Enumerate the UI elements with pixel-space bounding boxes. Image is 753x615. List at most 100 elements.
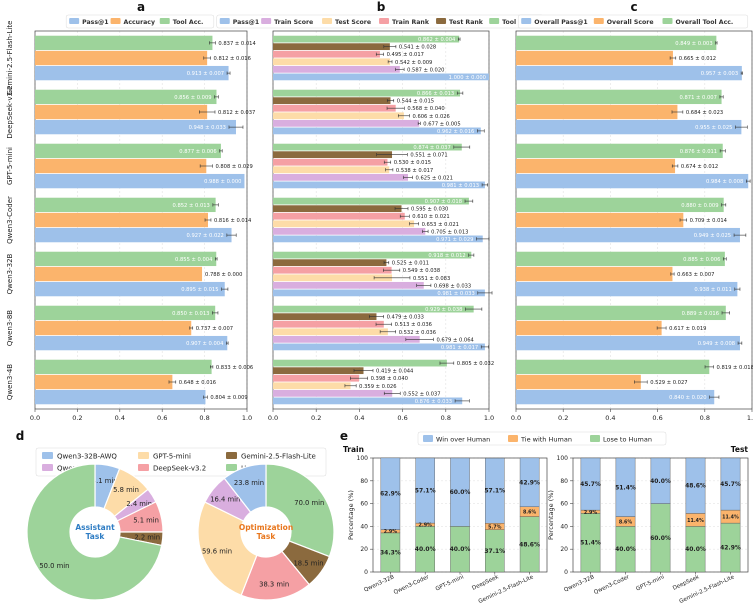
legend-swatch (42, 464, 53, 471)
x-tick-label: 0.2 (311, 414, 321, 422)
legend-label: Gemini-2.5-Flash-Lite (241, 453, 316, 461)
x-tick-label: 0.8 (441, 414, 451, 422)
legend: Pass@1 Train Score Test Score Train Rank Tes… (216, 14, 544, 29)
data-label: 34.3% (380, 549, 401, 556)
bar (35, 143, 221, 159)
x-tick-label: Qwen3-Coder (593, 574, 631, 596)
bar (516, 251, 725, 267)
data-label: 0.568 ± 0.040 (407, 106, 444, 112)
data-label: 0.419 ± 0.044 (376, 369, 414, 375)
data-label: 40.0% (450, 546, 471, 553)
subplot: Train 0 20 40 60 80 100 Percentage (%) 34.3% 2.9%… (343, 445, 548, 605)
data-label: 0.840 ± 0.020 (669, 395, 706, 401)
bar (273, 320, 384, 328)
data-label: 0.525 ± 0.011 (392, 261, 429, 267)
legend-swatch (436, 18, 447, 24)
data-label: 60.0% (450, 489, 471, 496)
bar (516, 143, 723, 159)
data-label: 0.938 ± 0.011 (694, 287, 731, 293)
x-tick-label: 1.0 (242, 414, 252, 422)
legend-swatch (590, 435, 600, 442)
data-label: 0.880 ± 0.009 (681, 203, 718, 209)
slice-label: 59.6 min (202, 547, 232, 555)
legend-label: Tool Acc. (502, 19, 533, 26)
slice-label: 23.8 min (234, 479, 264, 487)
bar (273, 35, 460, 43)
data-label: 0.541 ± 0.028 (399, 45, 436, 51)
legend-swatch (159, 18, 170, 24)
data-label: 0.551 ± 0.083 (413, 276, 450, 282)
bar (273, 65, 400, 73)
data-label: 62.9% (380, 491, 401, 498)
legend-label: Accuracy (124, 19, 155, 26)
panel-letter: d (16, 429, 25, 443)
bar-win (380, 457, 401, 530)
bar (273, 212, 405, 220)
bar (35, 320, 192, 336)
x-tick-label: 0.6 (157, 414, 167, 422)
data-label: 0.788 ± 0.000 (205, 272, 242, 278)
data-label: 0.551 ± 0.071 (410, 153, 447, 159)
data-label: 0.359 ± 0.026 (359, 384, 396, 390)
data-label: 0.398 ± 0.040 (371, 376, 408, 382)
y-tick-label: 0 (364, 569, 368, 576)
legend-label: Pass@1 (233, 18, 259, 26)
x-tick-label: 0.0 (268, 414, 278, 422)
y-tick-label: Qwen3-4B (6, 364, 14, 400)
slice-label: 18.5 min (293, 559, 323, 567)
data-label: 0.530 ± 0.015 (394, 160, 431, 166)
bar (273, 58, 391, 66)
data-label: 0.862 ± 0.004 (418, 37, 456, 43)
bar (273, 73, 489, 81)
bar (273, 119, 420, 127)
y-tick-label: 0 (564, 569, 568, 576)
data-label: 0.871 ± 0.007 (680, 95, 717, 101)
bar (273, 251, 472, 259)
data-label: 0.544 ± 0.015 (397, 99, 434, 105)
bar (273, 359, 447, 367)
slice-label: 2.2 min (134, 534, 160, 542)
legend: Win over Human Tie with Human Lose to Huma… (417, 431, 667, 446)
x-tick-label: Qwen3-Coder (393, 574, 431, 596)
legend-label: Overall Score (607, 19, 654, 26)
subplot-title: Test (731, 445, 749, 454)
data-label: 0.648 ± 0.016 (179, 380, 216, 386)
legend-swatch (226, 452, 237, 459)
y-tick-label: Gemini-2.5-Flash-Lite (6, 21, 14, 96)
panel-letter: c (630, 0, 637, 14)
data-label: 0.808 ± 0.029 (215, 164, 252, 170)
bar (516, 266, 673, 282)
slice-label: 50.0 min (39, 562, 69, 570)
data-label: 11.4% (687, 518, 704, 524)
legend: Overall Pass@1 Overall Score Overall Tool … (517, 14, 749, 29)
data-label: 0.532 ± 0.036 (399, 330, 436, 336)
data-label: 0.709 ± 0.014 (690, 218, 728, 224)
data-label: 0.549 ± 0.038 (403, 268, 440, 274)
bar (516, 35, 717, 51)
bar (273, 374, 359, 382)
legend-label: Tool Acc. (173, 19, 204, 26)
data-label: 0.804 ± 0.009 (210, 395, 247, 401)
bar (273, 181, 485, 189)
bar-win (450, 457, 470, 527)
bar-win (685, 457, 706, 514)
bar (516, 104, 678, 120)
data-label: 0.513 ± 0.036 (395, 322, 432, 328)
bar (516, 389, 715, 405)
donut-title: Task (86, 532, 106, 541)
data-label: 0.542 ± 0.009 (395, 60, 432, 66)
data-label: 0.889 ± 0.016 (682, 311, 719, 317)
data-label: 0.948 ± 0.033 (189, 125, 226, 131)
x-tick-label: GPT-5-mini (435, 574, 465, 592)
data-label: 0.625 ± 0.021 (416, 175, 453, 181)
x-tick-label: 0.4 (354, 414, 364, 422)
x-tick-label: 0.4 (605, 414, 615, 422)
bar (516, 227, 740, 243)
data-label: 0.684 ± 0.023 (686, 110, 723, 116)
panel-c: c 0.0 0.2 0.4 0.6 0.8 1.0 0.849 ± 0.003 0.665 ± … (511, 0, 753, 422)
slice-label: 5.8 min (113, 486, 139, 494)
bar (273, 166, 390, 174)
data-label: 40.0% (650, 478, 671, 485)
donut-hole (70, 507, 120, 557)
